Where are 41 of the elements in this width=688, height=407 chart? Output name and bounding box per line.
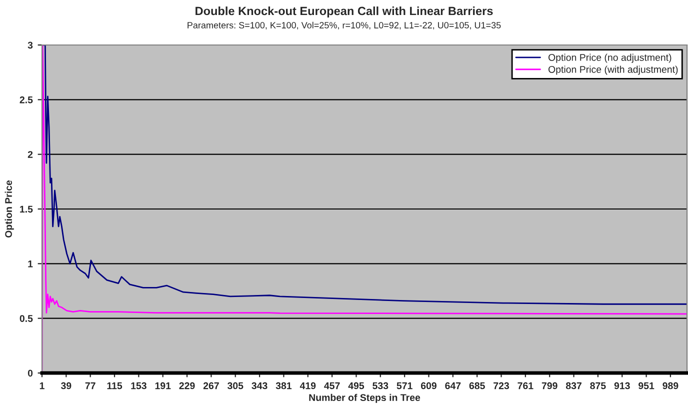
x-axis-title: Number of Steps in Tree (309, 394, 420, 403)
y-tick-label: 1 (28, 260, 33, 268)
x-tick-label: 571 (396, 382, 412, 390)
y-tick-label: 2.5 (20, 96, 33, 104)
line-series (42, 45, 687, 373)
x-tick-label: 989 (662, 382, 678, 390)
x-tick-label: 609 (420, 382, 436, 390)
chart-title: Double Knock-out European Call with Linear Barriers (196, 6, 493, 18)
y-tick-label: 3 (28, 42, 33, 49)
x-tick-label: 723 (494, 382, 510, 390)
y-tick-label: 0.5 (20, 315, 33, 322)
legend-label: Option Price (with adjustment) (548, 66, 678, 75)
y-tick-label: 2 (28, 151, 33, 158)
x-tick-label: 1 (40, 382, 44, 390)
x-tick-label: 381 (276, 382, 292, 390)
x-tick-label: 875 (590, 382, 606, 390)
x-tick-label: 419 (300, 382, 316, 390)
y-tick-label: 1.5 (20, 206, 33, 213)
x-tick-label: 77 (85, 382, 96, 390)
chart-subtitle: Parameters: S=100, K=100, Vol=25%, r=10%, L0=92, L1=-22, U0=105, U1=35 (188, 22, 501, 30)
x-tick-label: 647 (445, 382, 461, 390)
x-tick-label: 913 (614, 382, 630, 390)
x-tick-label: 153 (131, 382, 146, 390)
x-tick-label: 191 (155, 382, 171, 390)
x-tick-label: 761 (518, 382, 534, 390)
x-tick-label: 457 (324, 382, 340, 390)
x-tick-label: 39 (60, 382, 72, 390)
x-tick-label: 343 (252, 382, 268, 390)
x-tick-label: 267 (203, 382, 219, 390)
y-axis-title: Option Price (4, 180, 14, 238)
x-tick-label: 799 (542, 382, 558, 390)
x-tick-label: 951 (638, 382, 654, 390)
y-tick-label: 0 (28, 370, 33, 377)
x-tick-label: 115 (107, 382, 122, 390)
x-tick-label: 533 (372, 382, 388, 390)
x-tick-label: 837 (566, 382, 582, 390)
x-tick-label: 229 (179, 382, 195, 390)
x-tick-label: 685 (469, 382, 485, 390)
x-tick-label: 305 (227, 382, 244, 390)
x-tick-label: 495 (348, 382, 364, 390)
legend-label: Option Price (no adjustment) (548, 54, 672, 63)
